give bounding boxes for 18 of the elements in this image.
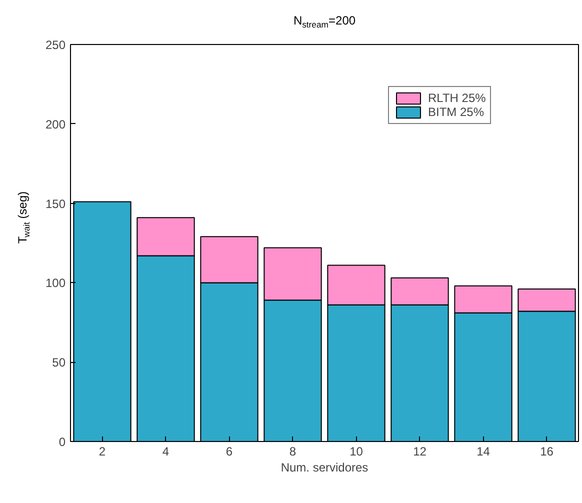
y-tick-label: 50 [52,356,66,370]
y-tick-label: 200 [45,117,66,132]
x-tick-label: 6 [226,444,233,458]
y-tick-label: 0 [58,435,66,449]
y-tick-label: 250 [45,38,66,52]
x-tick-label: 16 [540,444,554,458]
x-tick-label: 12 [413,444,427,458]
x-tick-label: 2 [98,444,106,458]
y-axis-title: Twait (seg) [16,191,32,244]
x-tick-label: 14 [476,444,490,458]
x-tick-label: 8 [289,444,296,458]
y-tick-label: 100 [45,276,66,290]
x-axis-title: Num. servidores [280,460,368,474]
legend-label: BITM 25% [428,105,484,119]
x-tick-label: 10 [350,444,364,458]
legend-label: RLTH 25% [428,91,486,105]
x-tick-label: 4 [162,444,170,458]
y-tick-label: 150 [45,196,66,211]
